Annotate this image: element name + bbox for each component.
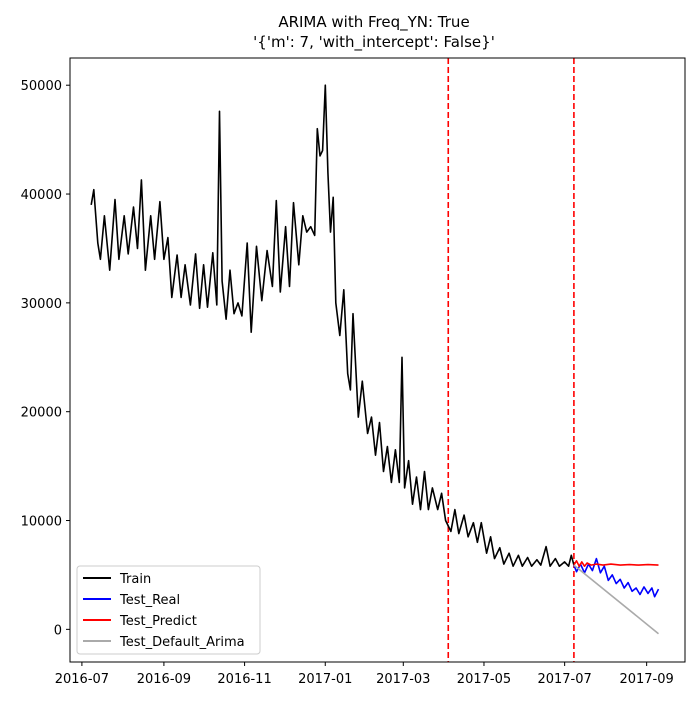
- series-line-test-default-arima: [573, 564, 660, 635]
- x-tick-label: 2017-07: [537, 672, 591, 687]
- legend-label: Test_Predict: [119, 614, 197, 629]
- series-layer: [90, 84, 660, 635]
- series-line-train: [90, 84, 575, 568]
- y-tick-label: 50000: [21, 79, 62, 94]
- x-tick-label: 2017-01: [298, 672, 352, 687]
- plot-frame: [69, 57, 686, 663]
- series-line-test-real: [573, 557, 660, 598]
- legend-label: Test_Default_Arima: [119, 635, 245, 650]
- y-tick-label: 30000: [21, 297, 62, 312]
- legend-label: Test_Real: [119, 593, 180, 608]
- chart-title: ARIMA with Freq_YN: True: [278, 13, 469, 32]
- series-line-test-predict: [573, 559, 659, 568]
- y-tick-label: 40000: [21, 188, 62, 203]
- y-tick-label: 0: [54, 623, 62, 638]
- y-tick-label: 20000: [21, 406, 62, 421]
- x-tick-label: 2016-11: [217, 672, 271, 687]
- x-tick-label: 2017-05: [457, 672, 511, 687]
- vertical-lines-layer: [447, 58, 575, 662]
- legend-box: [76, 565, 261, 655]
- x-tick-label: 2017-03: [376, 672, 430, 687]
- axes-layer: 0 10000 20000 30000 40000 50000 2016-07 2016-09…: [21, 79, 674, 687]
- x-tick-label: 2017-09: [619, 672, 673, 687]
- legend-label: Train: [119, 572, 151, 587]
- chart-subtitle: '{'m': 7, 'with_intercept': False}': [253, 33, 495, 52]
- y-tick-label: 10000: [21, 515, 62, 530]
- x-tick-label: 2016-07: [55, 672, 109, 687]
- x-tick-label: 2016-09: [137, 672, 191, 687]
- legend: Train Test_Real Test_Predict Test_Default_A…: [76, 565, 261, 655]
